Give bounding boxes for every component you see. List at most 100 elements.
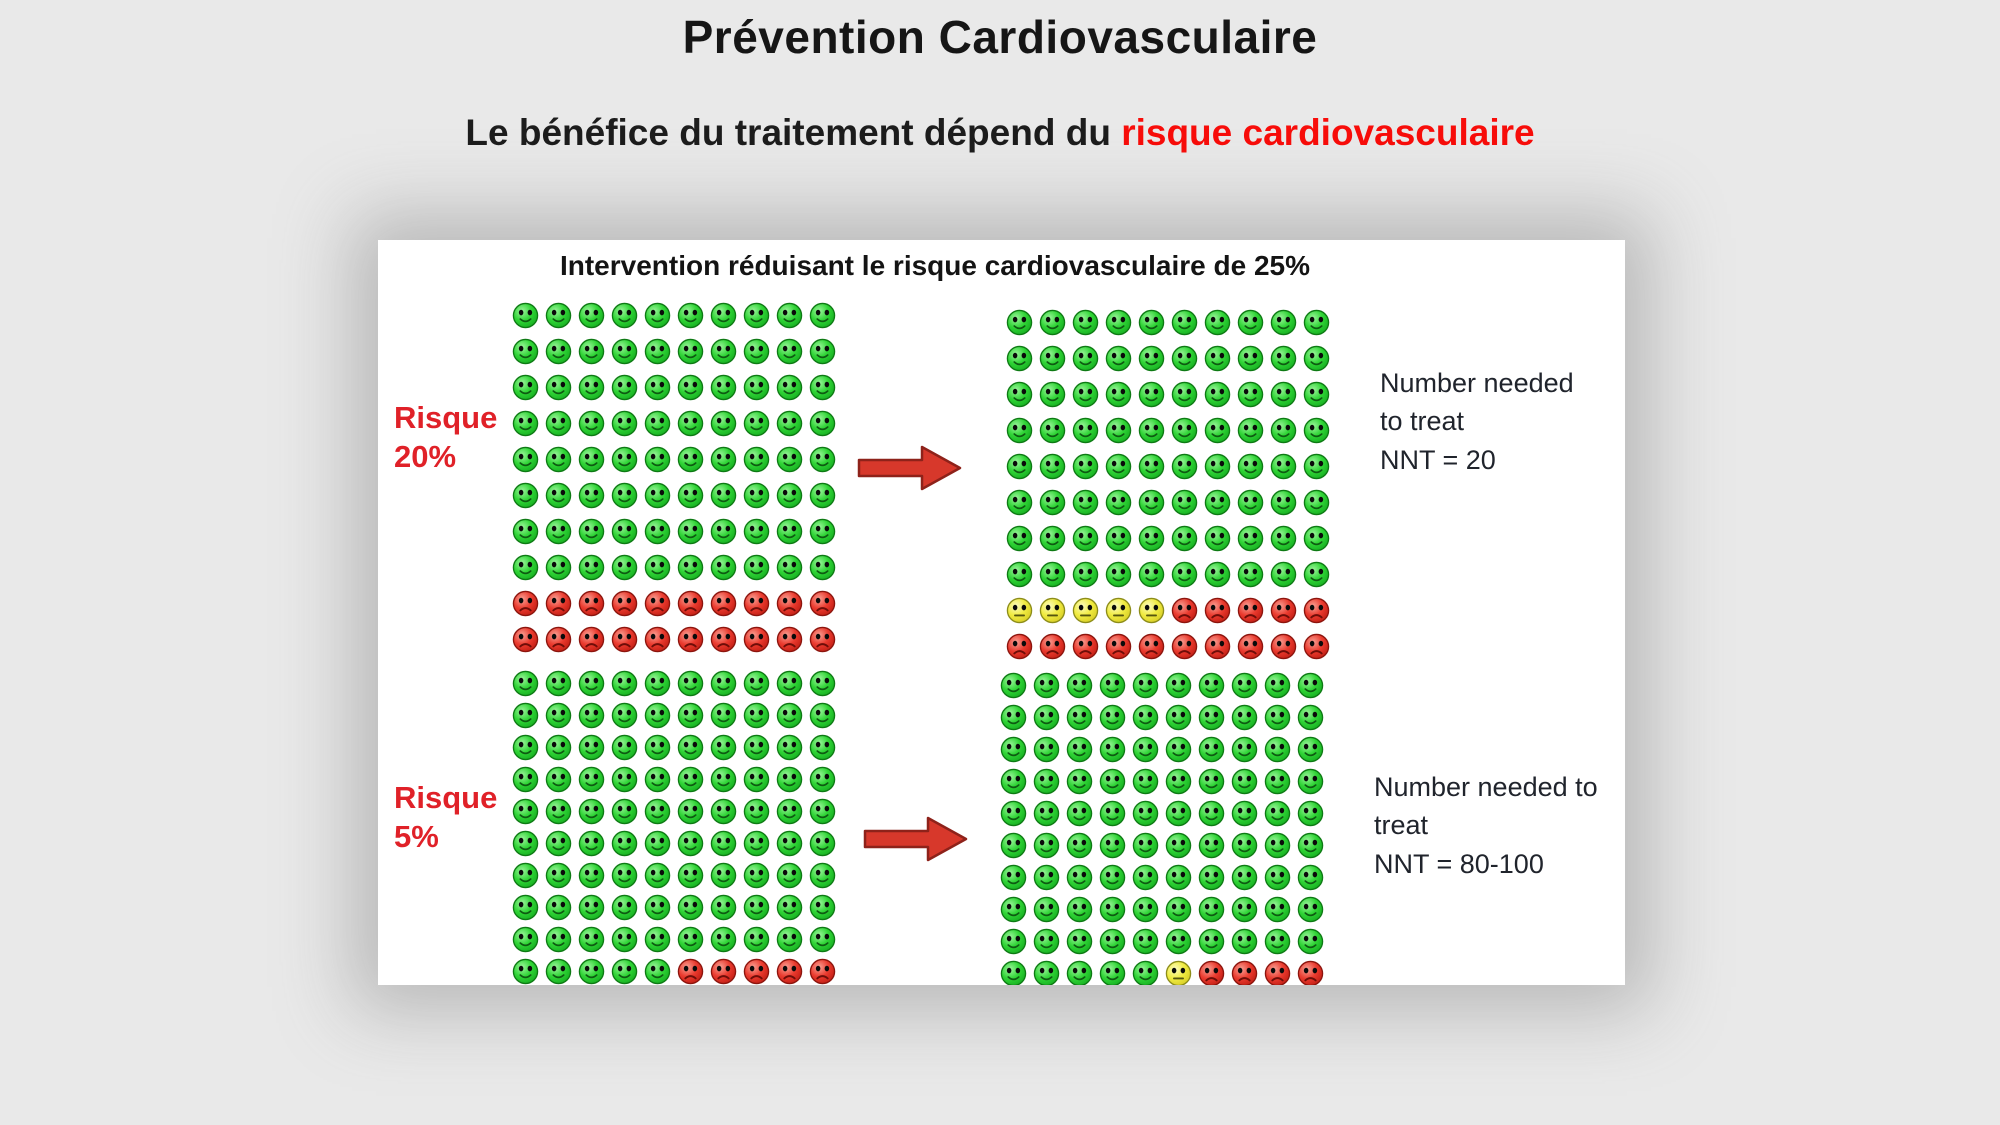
face-green-smile-icon bbox=[743, 518, 770, 545]
face-green-smile-icon bbox=[710, 518, 737, 545]
face-red-frown-icon bbox=[512, 590, 539, 617]
face-green-smile-icon bbox=[644, 958, 671, 985]
face-green-smile-icon bbox=[1039, 561, 1066, 588]
face-green-smile-icon bbox=[1132, 864, 1159, 891]
nnt-80-100-line3: NNT = 80-100 bbox=[1374, 848, 1544, 879]
face-green-smile-icon bbox=[578, 374, 605, 401]
icon-grid-risk20-before bbox=[512, 302, 836, 653]
face-green-smile-icon bbox=[578, 734, 605, 761]
face-green-smile-icon bbox=[1132, 832, 1159, 859]
face-green-smile-icon bbox=[1132, 896, 1159, 923]
face-green-smile-icon bbox=[1198, 704, 1225, 731]
face-green-smile-icon bbox=[1171, 417, 1198, 444]
face-green-smile-icon bbox=[1297, 768, 1324, 795]
face-green-smile-icon bbox=[1066, 672, 1093, 699]
face-red-frown-icon bbox=[1231, 960, 1258, 985]
face-green-smile-icon bbox=[611, 702, 638, 729]
face-green-smile-icon bbox=[1039, 453, 1066, 480]
face-green-smile-icon bbox=[545, 734, 572, 761]
face-green-smile-icon bbox=[809, 554, 836, 581]
face-green-smile-icon bbox=[743, 830, 770, 857]
face-green-smile-icon bbox=[1033, 896, 1060, 923]
face-green-smile-icon bbox=[1000, 928, 1027, 955]
face-red-frown-icon bbox=[776, 958, 803, 985]
face-green-smile-icon bbox=[1264, 800, 1291, 827]
face-green-smile-icon bbox=[578, 702, 605, 729]
face-green-smile-icon bbox=[644, 798, 671, 825]
face-green-smile-icon bbox=[677, 702, 704, 729]
nnt-20-line1: Number needed bbox=[1380, 368, 1574, 398]
face-green-smile-icon bbox=[545, 554, 572, 581]
face-green-smile-icon bbox=[1204, 381, 1231, 408]
face-red-frown-icon bbox=[1204, 633, 1231, 660]
face-green-smile-icon bbox=[1204, 417, 1231, 444]
face-green-smile-icon bbox=[611, 766, 638, 793]
face-green-smile-icon bbox=[611, 374, 638, 401]
page-title: Prévention Cardiovasculaire bbox=[682, 11, 1318, 63]
face-green-smile-icon bbox=[512, 338, 539, 365]
icon-grid-risk20-after bbox=[1006, 309, 1330, 660]
face-green-smile-icon bbox=[1000, 832, 1027, 859]
face-red-frown-icon bbox=[578, 590, 605, 617]
face-green-smile-icon bbox=[644, 302, 671, 329]
face-green-smile-icon bbox=[578, 798, 605, 825]
face-green-smile-icon bbox=[1066, 928, 1093, 955]
face-green-smile-icon bbox=[743, 702, 770, 729]
face-green-smile-icon bbox=[1297, 928, 1324, 955]
face-green-smile-icon bbox=[1231, 832, 1258, 859]
face-green-smile-icon bbox=[1000, 864, 1027, 891]
face-green-smile-icon bbox=[611, 446, 638, 473]
face-yellow-neutral-icon bbox=[1105, 597, 1132, 624]
face-green-smile-icon bbox=[1072, 453, 1099, 480]
face-green-smile-icon bbox=[1000, 704, 1027, 731]
face-green-smile-icon bbox=[1132, 960, 1159, 985]
face-red-frown-icon bbox=[1303, 633, 1330, 660]
face-green-smile-icon bbox=[1165, 896, 1192, 923]
face-green-smile-icon bbox=[1033, 704, 1060, 731]
face-green-smile-icon bbox=[644, 702, 671, 729]
face-green-smile-icon bbox=[776, 374, 803, 401]
face-green-smile-icon bbox=[611, 338, 638, 365]
face-red-frown-icon bbox=[1297, 960, 1324, 985]
face-green-smile-icon bbox=[743, 798, 770, 825]
face-green-smile-icon bbox=[578, 926, 605, 953]
arrow-right-icon bbox=[863, 816, 968, 862]
face-green-smile-icon bbox=[512, 766, 539, 793]
face-green-smile-icon bbox=[1165, 704, 1192, 731]
face-green-smile-icon bbox=[512, 798, 539, 825]
face-green-smile-icon bbox=[710, 670, 737, 697]
face-green-smile-icon bbox=[710, 830, 737, 857]
face-green-smile-icon bbox=[1165, 832, 1192, 859]
face-green-smile-icon bbox=[1033, 800, 1060, 827]
face-green-smile-icon bbox=[809, 302, 836, 329]
face-green-smile-icon bbox=[743, 554, 770, 581]
face-red-frown-icon bbox=[1270, 597, 1297, 624]
face-green-smile-icon bbox=[1033, 672, 1060, 699]
face-green-smile-icon bbox=[1105, 381, 1132, 408]
face-red-frown-icon bbox=[710, 958, 737, 985]
face-green-smile-icon bbox=[644, 482, 671, 509]
face-green-smile-icon bbox=[1204, 525, 1231, 552]
face-green-smile-icon bbox=[1204, 489, 1231, 516]
face-green-smile-icon bbox=[1006, 453, 1033, 480]
face-green-smile-icon bbox=[1132, 768, 1159, 795]
face-green-smile-icon bbox=[1039, 525, 1066, 552]
face-green-smile-icon bbox=[512, 374, 539, 401]
face-green-smile-icon bbox=[710, 446, 737, 473]
face-green-smile-icon bbox=[1297, 736, 1324, 763]
face-green-smile-icon bbox=[644, 518, 671, 545]
face-green-smile-icon bbox=[1303, 417, 1330, 444]
face-green-smile-icon bbox=[1099, 800, 1126, 827]
face-green-smile-icon bbox=[1066, 864, 1093, 891]
page-subtitle: Le bénéfice du traitement dépend du risq… bbox=[0, 112, 2000, 154]
face-green-smile-icon bbox=[1303, 309, 1330, 336]
face-green-smile-icon bbox=[1231, 864, 1258, 891]
face-green-smile-icon bbox=[743, 338, 770, 365]
face-red-frown-icon bbox=[1237, 597, 1264, 624]
face-green-smile-icon bbox=[1237, 345, 1264, 372]
face-green-smile-icon bbox=[1270, 561, 1297, 588]
face-green-smile-icon bbox=[1264, 896, 1291, 923]
face-red-frown-icon bbox=[1006, 633, 1033, 660]
face-green-smile-icon bbox=[1303, 381, 1330, 408]
